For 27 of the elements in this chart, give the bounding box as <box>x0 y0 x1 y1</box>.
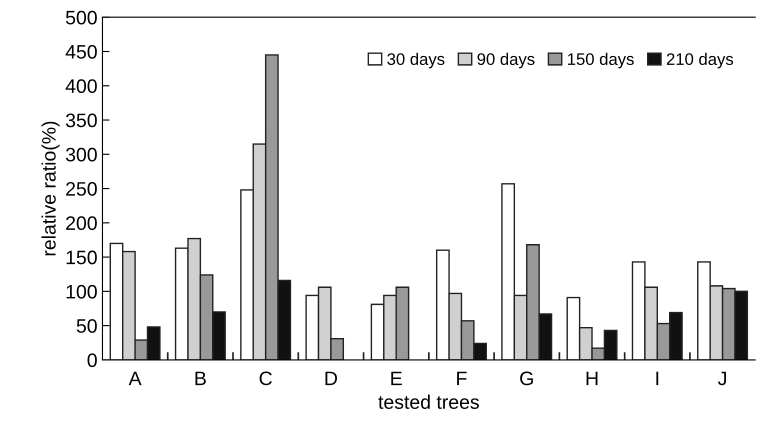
x-tick-label: E <box>391 372 402 386</box>
y-tick-label: 0 <box>88 353 97 368</box>
y-tick-label: 300 <box>66 148 97 162</box>
x-tick-label: J <box>718 372 726 386</box>
y-tick-label: 400 <box>66 79 97 94</box>
legend-label: 90 days <box>477 52 534 68</box>
y-tick-label: 250 <box>66 182 97 196</box>
y-tick-label: 450 <box>66 44 97 59</box>
legend-label: 150 days <box>568 52 634 68</box>
y-tick-label: 200 <box>66 216 97 230</box>
x-tick-label: G <box>520 372 533 386</box>
y-tick-label: 350 <box>66 114 97 128</box>
legend-label: 210 days <box>666 52 734 68</box>
x-tick-label: B <box>195 372 206 386</box>
x-axis-title: tested trees <box>378 394 479 409</box>
legend-label: 30 days <box>387 52 444 68</box>
x-tick-label: C <box>260 372 272 386</box>
y-tick-label: 100 <box>66 284 97 299</box>
y-tick-label: 150 <box>66 250 97 264</box>
y-tick-label: 50 <box>76 319 97 333</box>
x-tick-label: H <box>586 372 598 386</box>
y-axis-title: relative ratio(%) <box>41 122 60 256</box>
y-tick-label: 500 <box>66 10 97 24</box>
x-tick-label: D <box>326 372 338 386</box>
x-tick-label: A <box>128 372 142 386</box>
x-tick-label: I <box>656 372 658 386</box>
x-tick-label: F <box>457 372 467 386</box>
